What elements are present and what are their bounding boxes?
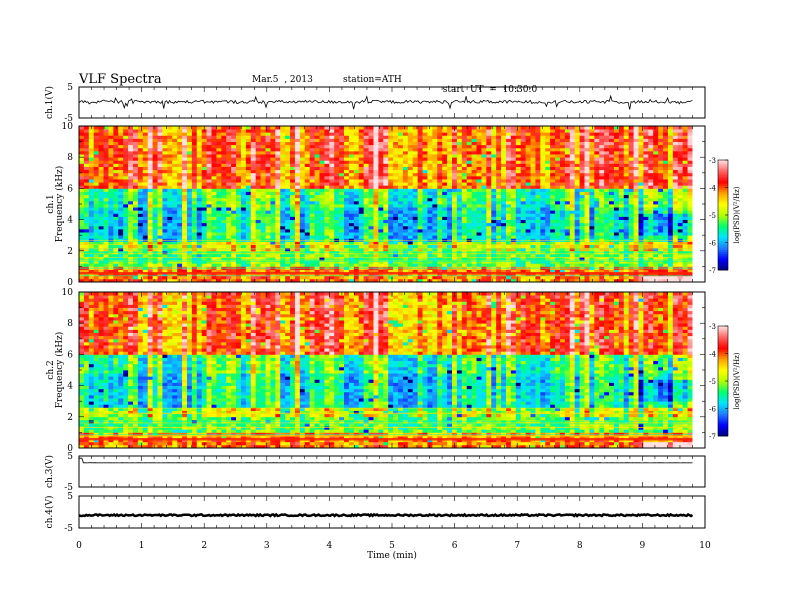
colorbar-2: -3 -4 -5 -6 -7 log(PSD)(V²/Hz) — [709, 323, 741, 441]
colorbar-tick-label: -5 — [709, 378, 716, 386]
axes-panel-3: 0 2 4 6 8 10 ch.2 Frequency (kHz) — [46, 288, 706, 454]
y-tick-label: 4 — [67, 382, 73, 392]
x-tick-label: 7 — [514, 541, 520, 551]
colorbar-label: log(PSD)(V²/Hz) — [733, 352, 741, 409]
y-tick-label: 10 — [62, 122, 74, 132]
y-tick-label: 0 — [67, 444, 73, 454]
station-label: station=ATH — [343, 75, 402, 85]
y-tick-label: 5 — [67, 492, 73, 502]
start-time-label: start UT = 10:30:0 — [437, 75, 538, 95]
x-tick-label: 5 — [389, 541, 395, 551]
colorbar-tick-label: -6 — [709, 240, 716, 248]
colorbar-tick-label: -3 — [709, 157, 716, 165]
x-tick-label: 2 — [201, 541, 207, 551]
colorbar-tick-label: -5 — [709, 212, 716, 220]
axes-panel-2: 0 2 4 6 8 10 ch.1 Frequency (kHz) — [46, 122, 706, 288]
axes-panel-1: 5 -5 ch.1(V) — [44, 83, 706, 124]
y-tick-label: 5 — [67, 83, 73, 93]
y-tick-label: -5 — [64, 524, 73, 534]
start-time-prefix: start UT = — [442, 85, 497, 95]
x-tick-label: 1 — [139, 541, 145, 551]
y-tick-label: -5 — [64, 114, 73, 124]
waveform-ch1 — [78, 94, 693, 110]
spectrogram-ch1 — [79, 126, 705, 283]
y-tick-label: 2 — [67, 247, 73, 257]
colorbar-tick-label: -6 — [709, 406, 716, 414]
date-label: Mar.5 , 2013 — [252, 75, 313, 85]
voltage-axis-label: ch.1(V) — [44, 86, 55, 119]
colorbar-tick-label: -4 — [709, 351, 716, 359]
time-axis: 0 1 2 3 4 5 6 7 8 9 10 Time (min) — [76, 541, 711, 561]
y-tick-label: 0 — [67, 278, 73, 288]
waveform-ch3 — [79, 457, 693, 464]
voltage-axis-label: ch.4(V) — [44, 496, 55, 529]
y-tick-label: 2 — [67, 413, 73, 423]
x-tick-label: 8 — [577, 541, 583, 551]
colorbar-label: log(PSD)(V²/Hz) — [733, 186, 741, 243]
axes-panel-5: 5 -5 ch.4(V) — [44, 492, 706, 534]
waveform-trace — [78, 512, 694, 518]
spectrogram-ch2 — [79, 292, 705, 449]
figure-title: VLF Spectra — [79, 72, 162, 87]
waveform-ch4 — [78, 512, 694, 518]
colorbar-tick-label: -7 — [709, 433, 716, 441]
x-tick-label: 9 — [640, 541, 646, 551]
y-tick-label: 8 — [67, 153, 73, 163]
y-tick-label: 10 — [62, 288, 74, 298]
channel-label: ch.2 — [46, 360, 56, 379]
start-time-value: 10:30:0 — [502, 85, 538, 95]
y-tick-label: 4 — [67, 216, 73, 226]
colorbar-tick-label: -3 — [709, 323, 716, 331]
x-tick-label: 4 — [327, 541, 333, 551]
y-tick-label: 6 — [67, 350, 73, 360]
colorbar-1: -3 -4 -5 -6 -7 log(PSD)(V²/Hz) — [709, 157, 741, 275]
x-tick-label: 6 — [452, 541, 458, 551]
axes-panel-4: 5 -5 ch.3(V) — [44, 452, 706, 493]
y-tick-label: -5 — [64, 483, 73, 493]
x-tick-label: 3 — [264, 541, 270, 551]
y-tick-label: 6 — [67, 184, 73, 194]
x-tick-label: 0 — [76, 541, 82, 551]
waveform-trace — [78, 94, 693, 110]
low-frequency-band — [79, 438, 693, 441]
channel-label: ch.1 — [46, 194, 56, 213]
x-tick-label: 10 — [699, 541, 711, 551]
low-frequency-band — [79, 272, 693, 275]
time-axis-label: Time (min) — [367, 550, 417, 561]
waveform-trace — [79, 457, 693, 464]
colorbar-tick-label: -7 — [709, 267, 716, 275]
frequency-axis-label: Frequency (kHz) — [54, 166, 65, 243]
y-tick-label: 5 — [67, 452, 73, 462]
frequency-axis-label: Frequency (kHz) — [54, 332, 65, 409]
y-tick-label: 8 — [67, 319, 73, 329]
voltage-axis-label: ch.3(V) — [44, 455, 55, 488]
colorbar-tick-label: -4 — [709, 185, 716, 193]
